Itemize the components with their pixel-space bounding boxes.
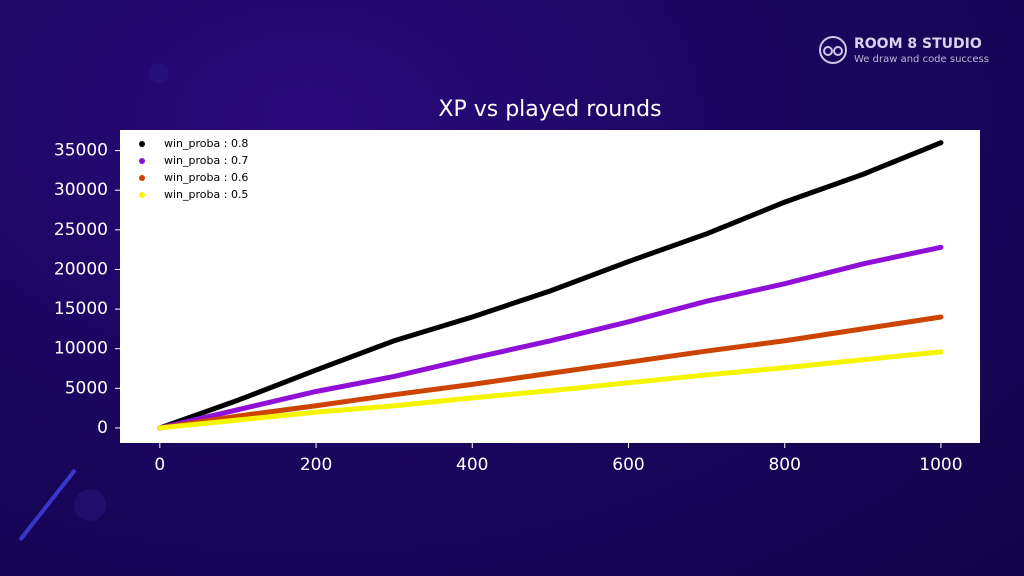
- y-tick-label: 20000: [54, 259, 108, 279]
- y-tick-label: 10000: [54, 339, 108, 359]
- x-tick-label: 200: [300, 455, 332, 475]
- x-tick-label: 800: [768, 455, 800, 475]
- series-line: [157, 244, 944, 431]
- x-tick-label: 0: [154, 455, 165, 475]
- series-line: [157, 349, 944, 431]
- logo: ROOM 8 STUDIO We draw and code success: [819, 36, 989, 65]
- logo-icon: [823, 46, 833, 56]
- legend-marker: [139, 141, 145, 147]
- series-line: [157, 314, 944, 431]
- decor: [149, 63, 169, 83]
- x-tick-label: 600: [612, 455, 644, 475]
- series-line: [157, 140, 944, 431]
- chart-title: XP vs played rounds: [438, 97, 661, 122]
- x-tick-label: 400: [456, 455, 488, 475]
- y-tick-label: 35000: [54, 141, 108, 161]
- logo-icon: [833, 46, 843, 56]
- logo-icon: [819, 36, 847, 64]
- legend-marker: [139, 192, 145, 198]
- legend-label: win_proba : 0.5: [164, 188, 248, 201]
- y-tick-label: 0: [97, 418, 108, 438]
- decor: [18, 468, 77, 542]
- legend-label: win_proba : 0.6: [164, 171, 248, 184]
- y-tick-label: 30000: [54, 180, 108, 200]
- decor: [74, 489, 106, 521]
- legend-marker: [139, 175, 145, 181]
- y-tick-label: 15000: [54, 299, 108, 319]
- x-tick-label: 1000: [919, 455, 962, 475]
- brand-name: ROOM 8 STUDIO: [854, 36, 982, 52]
- legend-marker: [139, 158, 145, 164]
- legend-label: win_proba : 0.8: [164, 137, 248, 150]
- y-tick-label: 25000: [54, 220, 108, 240]
- y-tick-label: 5000: [65, 378, 108, 398]
- brand-tagline: We draw and code success: [854, 54, 989, 65]
- legend-label: win_proba : 0.7: [164, 154, 248, 167]
